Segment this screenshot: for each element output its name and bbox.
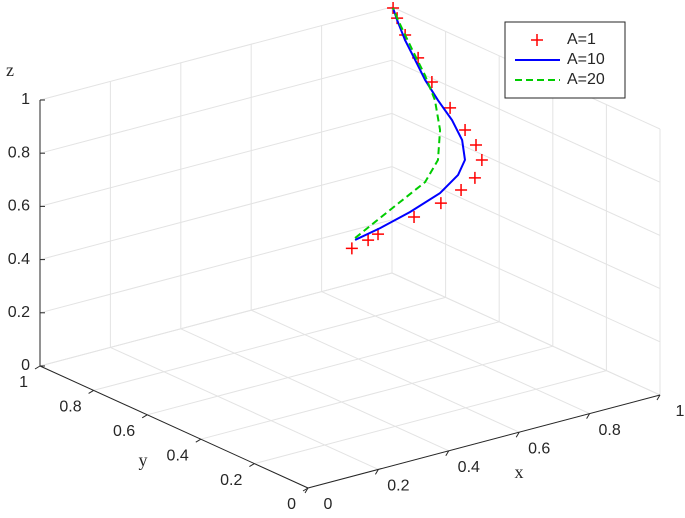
z-tick-label: 0 xyxy=(21,357,30,374)
grid-line xyxy=(391,112,661,236)
y-tick-label: 0.6 xyxy=(113,423,135,440)
marker xyxy=(475,154,488,167)
grid-line xyxy=(391,59,661,183)
y-tick xyxy=(249,463,255,468)
y-tick-label: 1 xyxy=(19,374,28,391)
marker xyxy=(434,197,447,210)
marker xyxy=(455,183,468,196)
y-tick xyxy=(302,487,309,492)
grid-line xyxy=(110,346,379,470)
grid-line xyxy=(391,166,661,290)
x-tick xyxy=(445,450,450,457)
z-tick-label: 0.4 xyxy=(8,251,30,268)
grid-line xyxy=(254,370,607,465)
y-tick-label: 0.4 xyxy=(167,447,189,464)
x-tick xyxy=(515,431,520,438)
grid-line xyxy=(93,296,446,391)
z-tick-label: 0.8 xyxy=(8,144,30,161)
grid-line xyxy=(391,272,661,396)
z-tick-label: 0.6 xyxy=(8,198,30,215)
x-tick-label: 0.2 xyxy=(387,478,409,495)
marker xyxy=(408,211,421,224)
grid-line xyxy=(39,272,393,367)
x-tick-label: 0 xyxy=(324,496,333,513)
series-line xyxy=(354,7,442,239)
marker xyxy=(459,124,472,137)
y-axis-line xyxy=(39,365,309,489)
grid-line xyxy=(250,309,520,433)
grid-line xyxy=(147,321,500,416)
grid-line xyxy=(391,219,661,343)
grid-line xyxy=(180,328,450,452)
x-tick xyxy=(586,413,591,419)
grid-line xyxy=(200,345,553,440)
y-tick xyxy=(195,438,202,443)
x-axis-label: x xyxy=(515,462,524,482)
legend-marker xyxy=(531,34,543,46)
marker xyxy=(470,139,483,152)
x-tick-label: 1 xyxy=(676,403,685,420)
grid-line xyxy=(39,59,393,154)
x-tick xyxy=(656,394,661,401)
legend-label: A=1 xyxy=(567,31,596,48)
z-tick-label: 0.2 xyxy=(8,304,30,321)
grid-line xyxy=(39,219,393,314)
y-tick-label: 0.2 xyxy=(220,472,242,489)
x-tick-label: 0.6 xyxy=(528,440,550,457)
y-tick xyxy=(34,365,41,370)
y-tick xyxy=(88,389,94,394)
grid-line xyxy=(39,166,393,261)
legend-label: A=10 xyxy=(567,51,605,68)
marker xyxy=(362,234,375,247)
marker xyxy=(425,75,438,88)
marker xyxy=(468,171,481,184)
legend: A=1 A=10 A=20 xyxy=(504,21,626,99)
x-tick-label: 0.4 xyxy=(458,459,480,476)
grid-line xyxy=(321,291,590,415)
x-tick-label: 0.8 xyxy=(598,422,620,439)
x-tick xyxy=(374,469,379,475)
y-tick-label: 0.8 xyxy=(59,399,81,416)
y-tick xyxy=(141,414,148,419)
z-tick-label: 1 xyxy=(21,91,30,108)
series-line xyxy=(354,7,466,241)
y-tick-label: 0 xyxy=(287,496,296,513)
grid-line xyxy=(39,6,393,101)
legend-label: A=20 xyxy=(567,71,605,88)
x-axis-line xyxy=(307,394,661,489)
grid-line xyxy=(39,112,393,207)
marker xyxy=(444,101,457,114)
y-axis-label: y xyxy=(139,450,148,470)
z-axis-label: z xyxy=(6,60,14,80)
marker xyxy=(345,242,358,255)
